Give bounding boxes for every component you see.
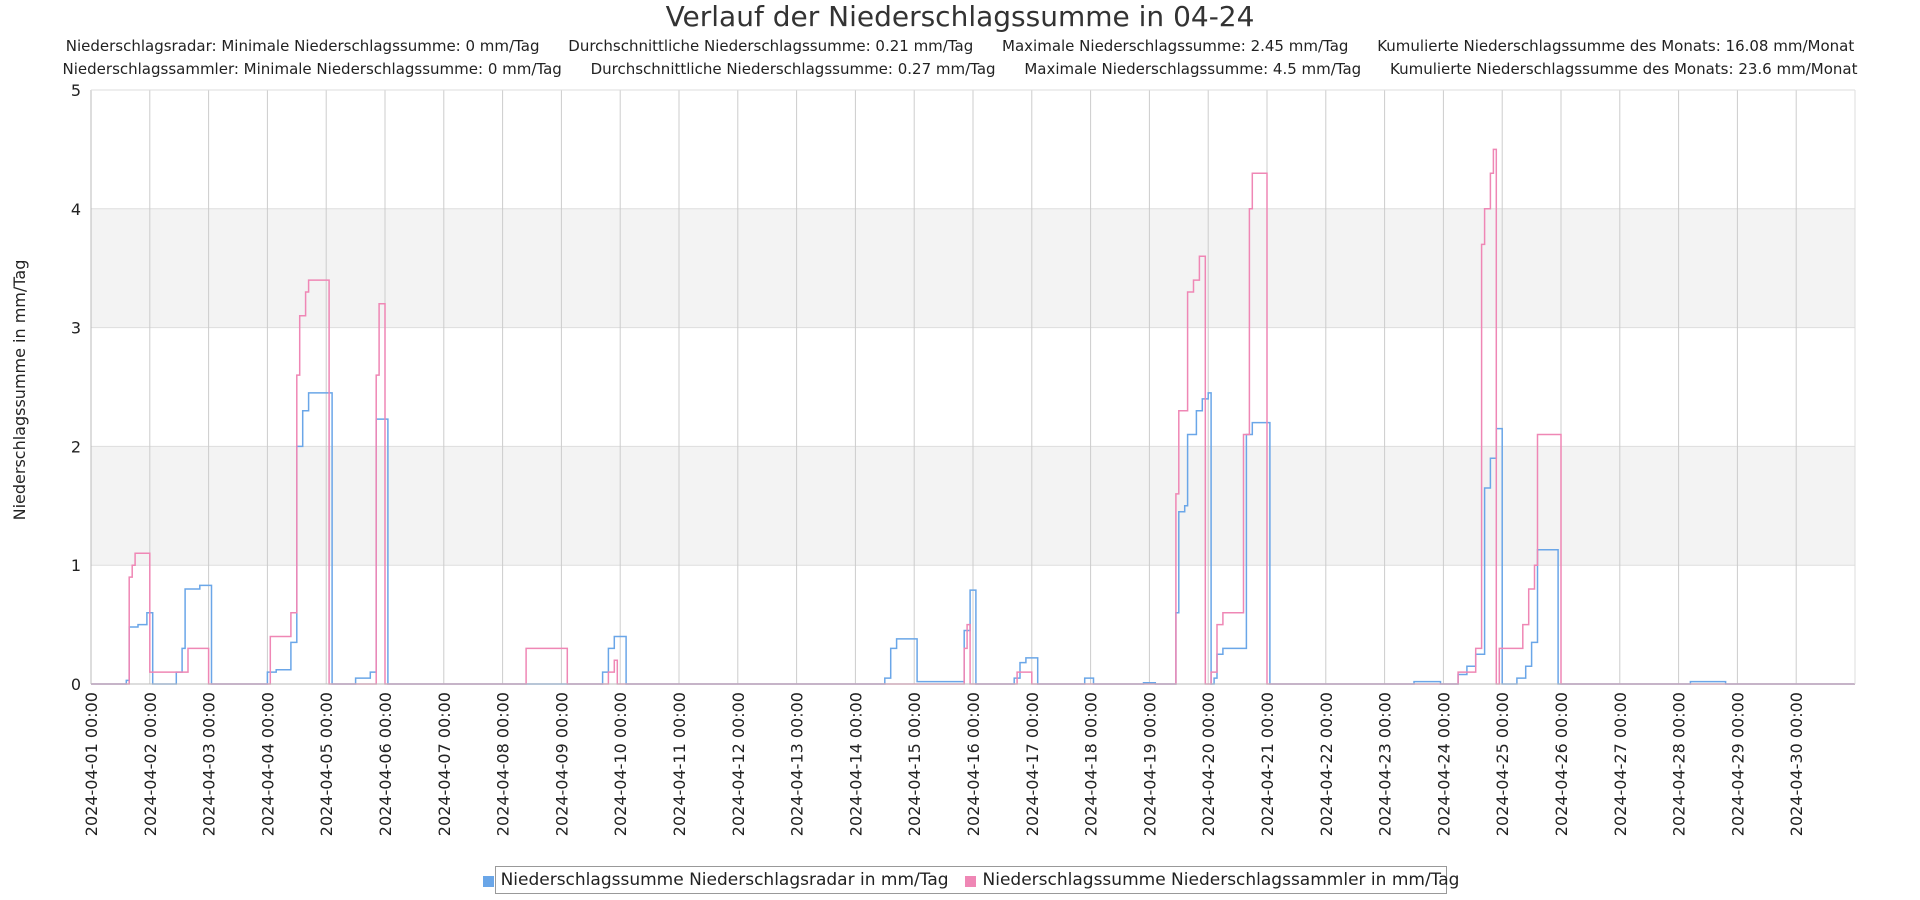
x-tick-label-26: 2024-04-27 00:00 — [1611, 692, 1630, 836]
y-tick-label-1: 1 — [71, 556, 81, 575]
x-tick-label-27: 2024-04-28 00:00 — [1670, 692, 1689, 836]
legend-label-sammler: Niederschlagssumme Niederschlagssammler … — [982, 870, 1460, 890]
x-tick-label-19: 2024-04-20 00:00 — [1199, 692, 1218, 836]
y-tick-label-0: 0 — [71, 675, 81, 694]
stats-row-sammler: Niederschlagssammler: Minimale Niedersch… — [0, 59, 1920, 79]
x-tick-label-24: 2024-04-25 00:00 — [1493, 692, 1512, 836]
y-tick-labels: 0 1 2 3 4 5 — [71, 81, 81, 694]
x-tick-label-11: 2024-04-12 00:00 — [729, 692, 748, 836]
x-tick-label-8: 2024-04-09 00:00 — [552, 692, 571, 836]
stats-row-radar: Niederschlagsradar: Minimale Niederschla… — [0, 36, 1920, 56]
x-tick-label-7: 2024-04-08 00:00 — [494, 692, 513, 836]
x-tick-label-0: 2024-04-01 00:00 — [82, 692, 101, 836]
x-tick-label-16: 2024-04-17 00:00 — [1023, 692, 1042, 836]
x-tick-label-29: 2024-04-30 00:00 — [1787, 692, 1806, 836]
stat-radar-sum: Kumulierte Niederschlagssumme des Monats… — [1377, 37, 1855, 55]
chart-title: Verlauf der Niederschlagssumme in 04-24 — [665, 0, 1255, 33]
y-tick-label-2: 2 — [71, 437, 81, 456]
x-tick-label-12: 2024-04-13 00:00 — [788, 692, 807, 836]
x-tick-label-13: 2024-04-14 00:00 — [846, 692, 865, 836]
legend-label-radar: Niederschlagssumme Niederschlagsradar in… — [500, 870, 949, 890]
x-tick-label-9: 2024-04-10 00:00 — [611, 692, 630, 836]
x-tick-label-6: 2024-04-07 00:00 — [435, 692, 454, 836]
legend-item-sammler[interactable]: Niederschlagssumme Niederschlagssammler … — [964, 870, 1460, 890]
x-tick-label-10: 2024-04-11 00:00 — [670, 692, 689, 836]
y-tick-label-5: 5 — [71, 81, 81, 100]
legend-swatch-radar — [482, 876, 494, 887]
legend-swatch-sammler — [964, 876, 976, 887]
y-tick-label-3: 3 — [71, 319, 81, 338]
legend-item-radar[interactable]: Niederschlagssumme Niederschlagsradar in… — [482, 870, 949, 890]
x-tick-label-3: 2024-04-04 00:00 — [258, 692, 277, 836]
stat-radar-max: Maximale Niederschlagssumme: 2.45 mm/Tag — [1002, 37, 1349, 55]
x-tick-label-4: 2024-04-05 00:00 — [317, 692, 336, 836]
y-tick-label-4: 4 — [71, 200, 81, 219]
x-tick-label-15: 2024-04-16 00:00 — [964, 692, 983, 836]
x-tick-label-1: 2024-04-02 00:00 — [141, 692, 160, 836]
x-tick-label-14: 2024-04-15 00:00 — [905, 692, 924, 836]
axes — [90, 89, 1856, 685]
stat-radar-avg: Durchschnittliche Niederschlagssumme: 0.… — [568, 37, 974, 55]
legend: Niederschlagssumme Niederschlagsradar in… — [482, 866, 1459, 894]
x-tick-label-21: 2024-04-22 00:00 — [1317, 692, 1336, 836]
x-tick-label-20: 2024-04-21 00:00 — [1258, 692, 1277, 836]
x-tick-label-18: 2024-04-19 00:00 — [1140, 692, 1159, 836]
x-tick-label-5: 2024-04-06 00:00 — [376, 692, 395, 836]
x-tick-label-28: 2024-04-29 00:00 — [1728, 692, 1747, 836]
stat-sammler-min: Niederschlagssammler: Minimale Niedersch… — [62, 60, 562, 78]
x-tick-label-2: 2024-04-03 00:00 — [200, 692, 219, 836]
x-tick-label-22: 2024-04-23 00:00 — [1376, 692, 1395, 836]
x-tick-label-25: 2024-04-26 00:00 — [1552, 692, 1571, 836]
x-tick-label-17: 2024-04-18 00:00 — [1082, 692, 1101, 836]
y-axis-label: Niederschlagssumme in mm/Tag — [10, 260, 29, 521]
x-tick-labels: 2024-04-01 00:00 2024-04-02 00:00 2024-04-… — [82, 692, 1806, 836]
stat-sammler-sum: Kumulierte Niederschlagssumme des Monats… — [1389, 60, 1858, 78]
stat-sammler-avg: Durchschnittliche Niederschlagssumme: 0.… — [590, 60, 996, 78]
stat-sammler-max: Maximale Niederschlagssumme: 4.5 mm/Tag — [1024, 60, 1362, 78]
grid-lines — [90, 89, 1855, 685]
stat-radar-min: Niederschlagsradar: Minimale Niederschla… — [65, 37, 540, 55]
x-tick-label-23: 2024-04-24 00:00 — [1434, 692, 1453, 836]
